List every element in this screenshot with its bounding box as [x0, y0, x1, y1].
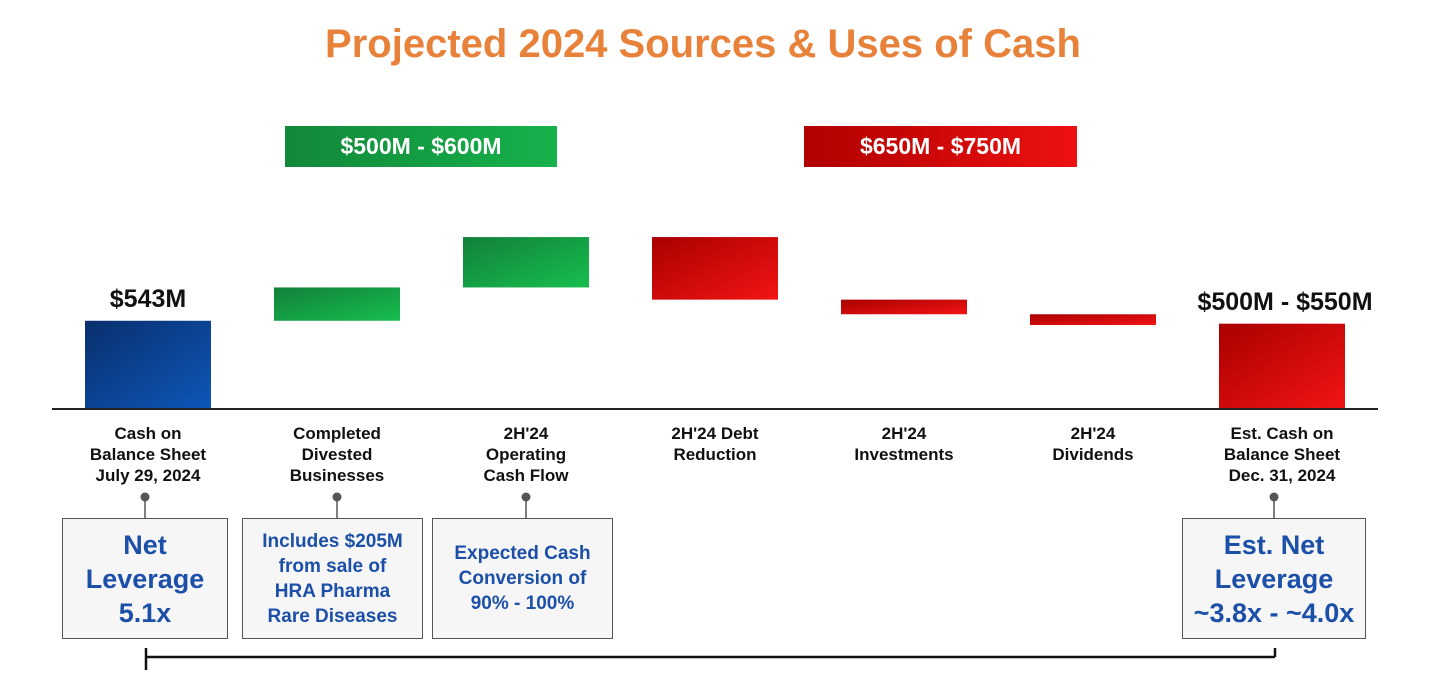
callout-line: Conversion of	[458, 568, 587, 589]
connector-dot	[521, 492, 531, 502]
category-label-line: Divested	[301, 445, 373, 464]
connector-dot	[140, 492, 150, 502]
category-label-7: Est. Cash on Balance Sheet Dec. 31, 2024	[1202, 423, 1362, 486]
category-label-line: Businesses	[289, 466, 385, 485]
callout-divestiture: Includes $205M from sale of HRA Pharma R…	[242, 518, 423, 639]
start-value-label: $543M	[109, 285, 187, 313]
bar-1	[85, 320, 211, 409]
category-label-line: 2H'24	[881, 424, 927, 443]
callout-cash-conversion: Expected Cash Conversion of 90% - 100%	[432, 518, 613, 639]
sources-banner: $500M - $600M	[285, 126, 557, 167]
category-label-line: 2H'24	[1070, 424, 1116, 443]
category-label-2: Completed Divested Businesses	[257, 423, 417, 486]
callout-line: 5.1x	[118, 597, 172, 628]
bracket-line	[144, 648, 1277, 670]
category-label-line: Reduction	[673, 445, 757, 464]
category-label-line: July 29, 2024	[95, 466, 201, 485]
callout-line: from sale of	[278, 555, 387, 577]
callout-line: Expected Cash	[454, 543, 591, 564]
category-label-1: Cash on Balance Sheet July 29, 2024	[68, 423, 228, 486]
category-label-line: Balance Sheet	[89, 445, 207, 464]
category-label-6: 2H'24 Dividends	[1013, 423, 1173, 465]
callout-est-net-leverage: Est. Net Leverage ~3.8x - ~4.0x	[1182, 518, 1366, 639]
category-label-line: Dividends	[1052, 445, 1134, 464]
category-label-line: 2H'24	[503, 424, 549, 443]
callout-line: Includes $205M	[262, 530, 403, 552]
callout-net-leverage: Net Leverage 5.1x	[62, 518, 228, 639]
category-label-4: 2H'24 Debt Reduction	[635, 423, 795, 465]
callout-line: Leverage	[1214, 563, 1334, 594]
category-label-3: 2H'24 Operating Cash Flow	[446, 423, 606, 486]
category-label-5: 2H'24 Investments	[824, 423, 984, 465]
callout-line: Est. Net	[1223, 529, 1325, 560]
bar-3	[463, 237, 589, 288]
callout-line: Rare Diseases	[267, 605, 398, 627]
category-label-line: 2H'24 Debt	[671, 424, 759, 443]
chart-title: Projected 2024 Sources & Uses of Cash	[325, 22, 1081, 66]
callout-line: ~3.8x - ~4.0x	[1193, 597, 1355, 628]
bar-2	[274, 287, 400, 321]
callout-line: Leverage	[85, 563, 205, 594]
category-label-line: Dec. 31, 2024	[1228, 466, 1336, 485]
callout-line: 90% - 100%	[470, 593, 575, 614]
connector-dot	[332, 492, 342, 502]
category-label-line: Operating	[485, 445, 567, 464]
category-label-line: Est. Cash on	[1230, 424, 1334, 443]
category-label-line: Cash Flow	[483, 466, 569, 485]
bar-5	[841, 299, 967, 315]
uses-banner: $650M - $750M	[804, 126, 1077, 167]
callout-line: HRA Pharma	[274, 580, 391, 602]
category-label-line: Investments	[854, 445, 954, 464]
connector-dot	[1269, 492, 1279, 502]
bar-6	[1030, 314, 1156, 325]
end-value-label: $500M - $550M	[1197, 288, 1373, 316]
bar-4	[652, 237, 778, 300]
category-label-line: Completed	[293, 424, 381, 443]
category-label-line: Balance Sheet	[1223, 445, 1341, 464]
category-label-line: Cash on	[114, 424, 182, 443]
callout-line: Net	[123, 529, 167, 560]
bar-7	[1219, 323, 1345, 409]
